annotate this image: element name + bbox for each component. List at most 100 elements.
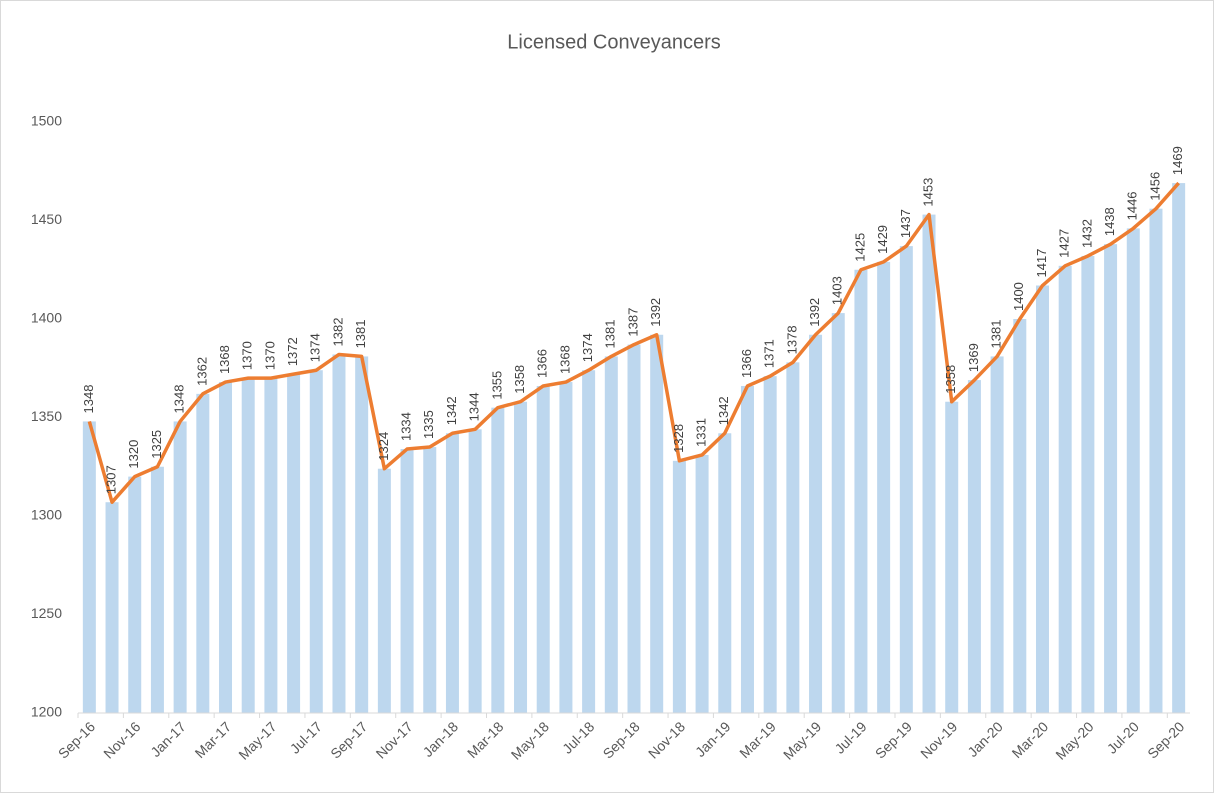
bar [695, 454, 709, 713]
bar [1058, 265, 1072, 713]
bar [287, 374, 301, 713]
data-label: 1400 [1011, 282, 1026, 311]
data-label: 1320 [126, 440, 141, 469]
bar [740, 385, 754, 713]
data-label: 1358 [512, 365, 527, 394]
data-label: 1335 [421, 410, 436, 439]
data-label: 1392 [648, 298, 663, 327]
data-label: 1381 [353, 320, 368, 349]
data-label: 1432 [1079, 219, 1094, 248]
data-label: 1355 [489, 371, 504, 400]
bar [241, 378, 255, 713]
data-label: 1417 [1034, 249, 1049, 278]
data-label: 1307 [103, 465, 118, 494]
chart-title: Licensed Conveyancers [507, 31, 720, 53]
data-label: 1456 [1147, 172, 1162, 201]
data-label: 1342 [716, 396, 731, 425]
data-label: 1446 [1125, 191, 1140, 220]
bar [309, 370, 323, 713]
bar [1104, 244, 1118, 713]
bar [82, 421, 96, 713]
bar [536, 385, 550, 713]
data-label: 1324 [376, 432, 391, 461]
data-label: 1334 [398, 412, 413, 441]
data-label: 1374 [308, 333, 323, 362]
bar [423, 447, 437, 713]
data-label: 1366 [739, 349, 754, 378]
y-tick-label: 1250 [31, 605, 62, 621]
bar [672, 460, 686, 713]
data-label: 1344 [467, 392, 482, 421]
bar [1035, 285, 1049, 713]
data-label: 1381 [989, 320, 1004, 349]
data-label: 1437 [898, 209, 913, 238]
bar [219, 382, 233, 713]
data-label: 1362 [194, 357, 209, 386]
data-label: 1429 [875, 225, 890, 254]
data-label: 1371 [762, 339, 777, 368]
data-label: 1469 [1170, 146, 1185, 175]
data-label: 1331 [694, 418, 709, 447]
bar [922, 214, 936, 713]
bar [582, 370, 596, 713]
data-label: 1368 [557, 345, 572, 374]
bar [491, 407, 505, 713]
bar [445, 433, 459, 713]
bar [877, 261, 891, 713]
bar [854, 269, 868, 713]
data-label: 1358 [943, 365, 958, 394]
bar [400, 449, 414, 713]
bar [514, 401, 528, 713]
bar [264, 378, 278, 713]
data-label: 1369 [966, 343, 981, 372]
bar [627, 344, 641, 713]
data-label: 1387 [625, 308, 640, 337]
bar [831, 313, 845, 713]
data-label: 1370 [262, 341, 277, 370]
data-label: 1403 [830, 276, 845, 305]
bar [1172, 183, 1186, 713]
data-label: 1342 [444, 396, 459, 425]
data-label: 1382 [330, 318, 345, 347]
bar [128, 476, 142, 713]
data-label: 1438 [1102, 207, 1117, 236]
bar [1081, 255, 1095, 713]
data-label: 1372 [285, 337, 300, 366]
data-label: 1378 [784, 325, 799, 354]
data-label: 1366 [535, 349, 550, 378]
y-tick-label: 1500 [31, 113, 62, 129]
bar [650, 334, 664, 713]
bar [967, 380, 981, 713]
bar [105, 502, 119, 713]
bar [1013, 319, 1027, 713]
y-tick-label: 1200 [31, 704, 62, 720]
bar [1149, 208, 1163, 713]
bar [809, 334, 823, 713]
bar [559, 382, 573, 713]
y-tick-label: 1400 [31, 310, 62, 326]
bar [1126, 228, 1140, 713]
bar [468, 429, 482, 713]
bar [990, 356, 1004, 713]
bar [945, 401, 959, 713]
bar [355, 356, 369, 713]
data-label: 1374 [580, 333, 595, 362]
data-label: 1453 [920, 178, 935, 207]
bar [718, 433, 732, 713]
data-label: 1425 [852, 233, 867, 262]
data-label: 1427 [1057, 229, 1072, 258]
data-label: 1348 [81, 385, 96, 414]
data-label: 1392 [807, 298, 822, 327]
bar [763, 376, 777, 713]
data-label: 1368 [217, 345, 232, 374]
bar [332, 354, 346, 713]
y-tick-label: 1450 [31, 211, 62, 227]
data-label: 1348 [172, 385, 187, 414]
bar [604, 356, 618, 713]
bar [173, 421, 187, 713]
data-label: 1325 [149, 430, 164, 459]
y-tick-label: 1300 [31, 507, 62, 523]
y-tick-label: 1350 [31, 408, 62, 424]
bar [377, 468, 391, 713]
